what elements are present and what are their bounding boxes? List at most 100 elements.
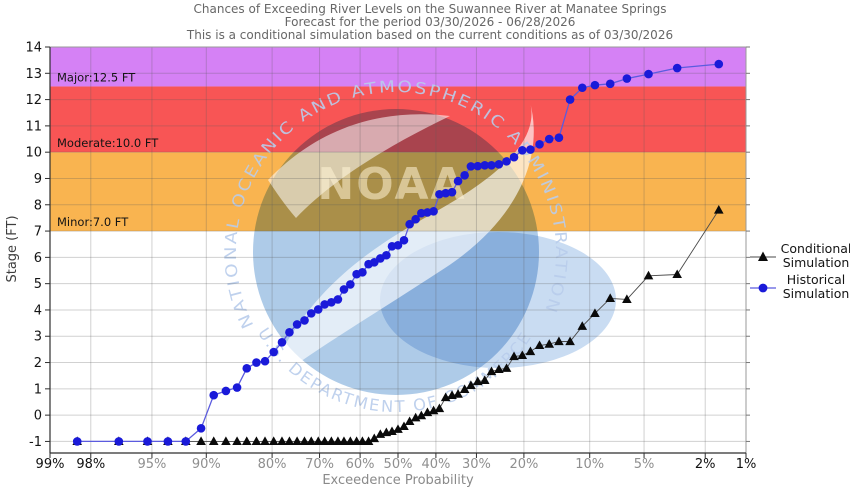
triangle-marker	[208, 436, 219, 446]
triangle-marker	[459, 384, 470, 393]
triangle-marker	[643, 270, 654, 280]
triangle-marker	[277, 436, 287, 446]
x-tick-label: 90%	[192, 457, 221, 472]
y-tick-label: -1	[29, 435, 42, 450]
chart-title-line3: This is a conditional simulation based o…	[186, 28, 673, 42]
triangle-marker	[434, 403, 445, 413]
legend-item-conditional: Conditional Simulation	[750, 241, 850, 270]
triangle-marker	[404, 416, 415, 426]
triangle-marker	[605, 293, 616, 302]
y-tick-label: 0	[34, 409, 42, 424]
circle-marker	[320, 300, 329, 309]
circle-marker	[306, 309, 316, 318]
x-tick-label: 1%	[736, 457, 757, 472]
circle-marker	[72, 437, 82, 446]
legend-triangle-icon	[758, 251, 768, 261]
triangle-marker	[232, 436, 242, 446]
triangle-marker	[622, 294, 632, 304]
triangle-marker	[486, 366, 497, 376]
triangle-marker	[590, 308, 600, 317]
circle-marker	[411, 214, 420, 224]
threshold-label-major: Major:12.5 FT	[57, 70, 136, 84]
triangle-marker	[319, 436, 330, 446]
seagull-wing-icon	[268, 114, 450, 218]
circle-marker	[441, 188, 450, 198]
triangle-marker	[501, 363, 512, 372]
triangle-marker	[525, 346, 536, 356]
triangle-marker	[534, 340, 545, 350]
circle-marker	[196, 423, 206, 433]
triangle-marker	[399, 421, 409, 431]
series-historical-simulation	[72, 59, 724, 446]
triangle-marker	[260, 436, 270, 446]
circle-marker	[554, 133, 564, 143]
triangle-marker	[393, 424, 403, 433]
y-tick-label: 5	[34, 277, 42, 292]
circle-marker	[644, 69, 653, 79]
y-axis-label: Stage (FT)	[5, 215, 20, 282]
circle-marker	[714, 59, 724, 69]
circle-marker	[405, 219, 414, 229]
x-tick-label: 70%	[305, 457, 334, 472]
circle-marker	[605, 79, 615, 89]
y-tick-label: 6	[34, 251, 42, 266]
triangle-marker	[479, 375, 490, 385]
triangle-marker	[251, 436, 262, 446]
chart-title-block: Chances of Exceeding River Levels on the…	[186, 2, 673, 42]
circle-marker	[163, 437, 173, 446]
legend-circle-icon	[758, 283, 768, 293]
circle-marker	[209, 390, 219, 400]
circle-marker	[565, 95, 575, 104]
circle-marker	[232, 383, 242, 392]
circle-marker	[393, 240, 403, 250]
x-axis-label: Exceedence Probability	[322, 473, 474, 488]
x-tick-label: 30%	[462, 457, 491, 472]
circle-marker	[590, 80, 600, 90]
triangle-marker	[416, 410, 427, 420]
threshold-label-minor: Minor:7.0 FT	[57, 215, 129, 229]
x-tick-label: 60%	[346, 457, 375, 472]
circle-marker	[346, 280, 355, 289]
circle-marker	[313, 305, 323, 314]
circle-marker	[292, 320, 302, 329]
circle-marker	[260, 356, 270, 366]
circle-marker	[358, 268, 367, 277]
circle-marker	[466, 162, 476, 171]
circle-marker	[577, 83, 587, 93]
x-tick-label: 95%	[137, 457, 166, 472]
x-tick-label: 5%	[634, 457, 655, 472]
circle-marker	[429, 207, 438, 216]
triangle-marker	[306, 436, 317, 446]
y-tick-label: 12	[25, 93, 42, 108]
circle-marker	[526, 145, 535, 154]
triangle-marker	[466, 380, 476, 390]
triangle-marker	[509, 351, 519, 361]
y-tick-label: 8	[34, 198, 42, 213]
circle-marker	[114, 437, 124, 446]
triangle-marker	[494, 364, 504, 373]
y-tick-label: 7	[34, 225, 42, 240]
triangle-marker	[672, 269, 682, 279]
y-tick-label: 4	[34, 303, 42, 318]
circle-marker	[285, 328, 294, 337]
circle-marker	[453, 176, 463, 186]
circle-marker	[494, 159, 504, 169]
triangle-marker	[333, 436, 343, 446]
x-tick-label: 80%	[258, 457, 287, 472]
legend-label-historical-line2: Simulation	[783, 286, 850, 301]
y-tick-label: 2	[34, 356, 42, 371]
noaa-logo-text: NOAA	[317, 159, 466, 210]
x-tick-label: 50%	[384, 457, 413, 472]
circle-marker	[269, 347, 278, 357]
y-tick-label: 11	[25, 119, 42, 134]
y-tick-label: 14	[25, 41, 42, 56]
chart-title-line2: Forecast for the period 03/30/2026 - 06/…	[285, 15, 576, 29]
series-conditional-simulation	[72, 205, 724, 446]
triangle-marker	[472, 376, 483, 386]
x-tick-label: 20%	[509, 457, 538, 472]
triangle-marker	[196, 436, 206, 446]
circle-marker	[242, 364, 252, 373]
circle-marker	[509, 152, 519, 162]
circle-marker	[339, 285, 349, 294]
